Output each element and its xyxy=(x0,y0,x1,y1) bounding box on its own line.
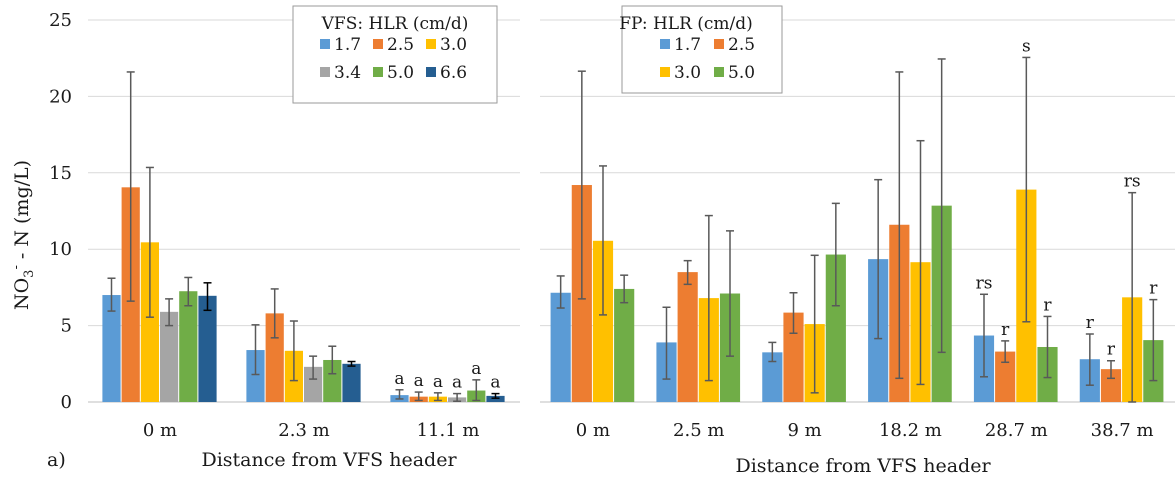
y-axis-title: NO3- - N (mg/L) xyxy=(9,160,37,310)
legend-b-title: FP: HLR (cm/d) xyxy=(619,14,753,34)
legend-swatch-a xyxy=(373,39,383,49)
legend-b-box xyxy=(621,5,783,94)
significance-label-a: a xyxy=(394,369,404,389)
legend-swatch-b xyxy=(660,39,670,49)
significance-label-b: rs xyxy=(976,273,993,293)
significance-label-b: r xyxy=(1001,320,1010,340)
bar-b xyxy=(592,240,614,402)
y-axis-title-superscript: - xyxy=(9,265,24,269)
bar-b xyxy=(825,254,846,402)
legend-label-a: 5.0 xyxy=(387,63,414,83)
x-axis-title-a: Distance from VFS header xyxy=(201,449,457,471)
legend-label-a: 6.6 xyxy=(440,63,467,83)
x-tick-label-a: 0 m xyxy=(143,420,177,441)
legend-label-b: 2.5 xyxy=(728,35,755,55)
legend-swatch-a xyxy=(320,39,330,49)
significance-label-b: r xyxy=(1086,313,1095,333)
y-tick-label: 25 xyxy=(49,10,72,31)
y-tick-label: 20 xyxy=(49,86,72,107)
legend-b: FP: HLR (cm/d) 1.7 2.5 3.0 5.0 xyxy=(619,5,783,94)
y-tick-label: 0 xyxy=(61,392,72,413)
significance-label-b: rs xyxy=(1124,172,1141,192)
significance-label-a: a xyxy=(433,372,443,392)
x-tick-label-a: 11.1 m xyxy=(417,420,480,441)
significance-label-a: a xyxy=(414,371,424,391)
significance-label-a: a xyxy=(452,373,462,393)
legend-swatch-a xyxy=(426,67,436,77)
bar-a xyxy=(265,313,284,402)
bar-a xyxy=(246,350,265,402)
y-axis-title-subscript: 3 xyxy=(22,270,37,278)
y-axis-title-rest: - N (mg/L) xyxy=(11,160,33,265)
legend-label-b: 3.0 xyxy=(674,63,701,83)
bar-a xyxy=(102,295,121,402)
legend-a: VFS: HLR (cm/d) 1.7 2.5 3.0 3.4 5.0 6.6 xyxy=(292,5,498,104)
legend-label-a: 3.0 xyxy=(440,35,467,55)
x-tick-label-b: 28.7 m xyxy=(985,420,1048,441)
y-tick-label: 10 xyxy=(49,239,72,260)
bar-a xyxy=(179,291,198,402)
bar-b xyxy=(783,312,804,402)
legend-label-b: 1.7 xyxy=(674,35,701,55)
bar-a xyxy=(198,295,217,402)
x-tick-label-b: 2.5 m xyxy=(673,420,724,441)
bars-a: a a a aaa xyxy=(102,71,505,402)
bar-a xyxy=(342,363,361,402)
legend-swatch-b xyxy=(714,67,724,77)
legend-a-box xyxy=(292,5,498,104)
legend-swatch-a xyxy=(373,67,383,77)
significance-label-a: a xyxy=(490,373,500,393)
bar-a xyxy=(140,242,159,402)
bar-a xyxy=(304,366,323,402)
x-tick-label-b: 38.7 m xyxy=(1091,420,1154,441)
legend-a-title: VFS: HLR (cm/d) xyxy=(321,14,469,34)
x-tick-label-b: 0 m xyxy=(576,420,610,441)
legend-swatch-b xyxy=(660,67,670,77)
legend-label-a: 3.4 xyxy=(334,63,361,83)
bar-a xyxy=(486,395,505,402)
significance-label-b: r xyxy=(1043,295,1052,315)
bar-b xyxy=(677,272,698,402)
significance-label-b: s xyxy=(1022,36,1031,56)
significance-label-b: r xyxy=(1107,340,1116,360)
bar-b xyxy=(762,352,783,402)
x-tick-label-b: 9 m xyxy=(787,420,821,441)
legend-swatch-a xyxy=(320,67,330,77)
bar-b xyxy=(614,288,635,402)
legend-label-b: 5.0 xyxy=(728,63,755,83)
significance-label-b: r xyxy=(1149,279,1158,299)
legend-swatch-b xyxy=(714,39,724,49)
x-tick-label-b: 18.2 m xyxy=(879,420,942,441)
bar-a xyxy=(160,311,179,402)
x-axis-title-b: Distance from VFS header xyxy=(735,455,991,477)
x-tick-label-a: 2.3 m xyxy=(278,420,329,441)
bar-b xyxy=(995,351,1016,402)
bar-b xyxy=(550,292,571,402)
bar-a xyxy=(323,359,342,402)
y-tick-label: 15 xyxy=(49,163,72,184)
tick-labels: 0 5 10 15 20 25 0 m 2.3 m 11.1 m 0 m 2.5 m 9 m 18.2 … xyxy=(49,10,1153,441)
legend-swatch-a xyxy=(426,39,436,49)
significance-label-a: a xyxy=(471,359,481,379)
y-axis-title-main: NO xyxy=(11,278,33,310)
bar-b xyxy=(1100,369,1122,402)
panel-label-a: a) xyxy=(47,449,66,471)
legend-label-a: 2.5 xyxy=(387,35,414,55)
legend-label-a: 1.7 xyxy=(334,35,361,55)
y-tick-label: 5 xyxy=(61,316,72,337)
